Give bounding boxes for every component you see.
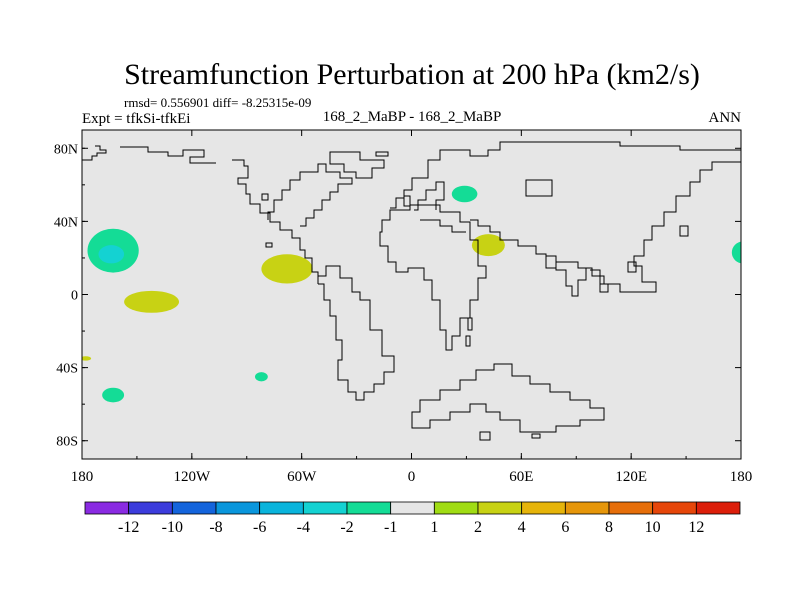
y-tick-label: 0 xyxy=(71,289,78,304)
colorbar-label: 10 xyxy=(645,519,661,536)
colorbar-label: -2 xyxy=(340,519,353,536)
colorbar-box xyxy=(215,501,261,515)
anomaly-west-pacific-edge xyxy=(731,241,741,264)
x-tick-label: 180 xyxy=(71,469,94,485)
colorbar-label: 8 xyxy=(605,519,613,536)
colorbar-label: -6 xyxy=(253,519,266,536)
colorbar-box xyxy=(433,501,479,515)
colorbar-box xyxy=(259,501,304,515)
y-tick-label: 40S xyxy=(56,362,78,377)
anomaly-tropical-east-pacific xyxy=(124,290,180,313)
colorbar-label: -10 xyxy=(162,519,183,536)
coastlines xyxy=(82,141,741,441)
coast-north-america xyxy=(120,146,216,164)
y-tick-label: 80N xyxy=(54,142,78,157)
stats-line: rmsd= 0.556901 diff= -8.25315e-09 xyxy=(124,95,311,110)
colorbar-box xyxy=(521,501,566,515)
coast-north-america xyxy=(232,159,319,284)
anomaly-eastern-europe xyxy=(451,185,478,203)
colorbar-box xyxy=(346,501,392,515)
anomaly-dateline-south xyxy=(82,356,92,361)
coast-se-asia xyxy=(590,269,609,293)
coast-antarctic-islands xyxy=(531,433,541,439)
coast-eurasia xyxy=(470,161,741,293)
coast-africa xyxy=(379,204,487,351)
colorbar-box xyxy=(477,501,523,515)
colorbar-box xyxy=(128,501,173,515)
anomaly-chile-offshore xyxy=(254,372,268,382)
colorbar-box xyxy=(171,501,217,515)
season-label: ANN xyxy=(709,110,742,126)
coast-uk xyxy=(403,195,411,207)
coast-japan xyxy=(679,225,689,237)
colorbar-box xyxy=(608,501,654,515)
anomaly-middle-east xyxy=(471,234,505,257)
colorbar: -12 -10 -8 -6 -4 -2 -1 1 2 4 6 8 10 12 xyxy=(84,501,741,536)
coast-north-america xyxy=(265,242,273,248)
coast-eurasia xyxy=(390,141,741,209)
colorbar-label: -12 xyxy=(118,519,139,536)
colorbar-box xyxy=(390,501,435,515)
coast-caspian xyxy=(525,179,553,197)
coast-south-america xyxy=(318,265,395,401)
coast-iceland xyxy=(375,151,389,157)
x-tick-label: 120W xyxy=(173,469,211,485)
anomaly-layer xyxy=(82,185,741,403)
anomaly-south-pacific xyxy=(102,387,125,403)
x-tick-label: 120E xyxy=(615,469,647,485)
y-axis: 80N 40N 0 40S 80S xyxy=(54,142,741,450)
center-label: 168_2_MaBP - 168_2_MaBP xyxy=(323,109,502,125)
colorbar-label: 2 xyxy=(474,519,482,536)
chart-title: Streamfunction Perturbation at 200 hPa (… xyxy=(124,58,700,91)
x-axis: 180 120W 60W 0 60E 120E 180 xyxy=(71,130,753,485)
coast-scandinavia xyxy=(414,181,445,211)
y-tick-label: 40N xyxy=(54,215,78,230)
colorbar-label: 12 xyxy=(688,519,704,536)
colorbar-label: 1 xyxy=(430,519,438,536)
colorbar-box xyxy=(84,501,130,515)
coast-australia-east xyxy=(411,363,605,433)
x-tick-label: 180 xyxy=(730,469,753,485)
coast-antarctic-islands xyxy=(479,431,491,441)
colorbar-box xyxy=(652,501,697,515)
colorbar-label: 6 xyxy=(561,519,569,536)
expt-label: Expt = tfkSi-tfkEi xyxy=(82,111,190,127)
x-tick-label: 60E xyxy=(509,469,533,485)
colorbar-label: -4 xyxy=(297,519,310,536)
coast-mediterranean xyxy=(420,219,466,233)
colorbar-box xyxy=(302,501,348,515)
coast-north-america xyxy=(261,193,269,201)
coast-india xyxy=(546,255,587,297)
coast-greenland xyxy=(329,151,385,179)
colorbar-box xyxy=(695,501,741,515)
x-tick-label: 60W xyxy=(287,469,317,485)
colorbar-box xyxy=(564,501,610,515)
colorbar-label: 4 xyxy=(518,519,526,536)
x-tick-label: 0 xyxy=(408,469,416,485)
coast-north-america xyxy=(82,145,107,161)
anomaly-north-pacific-core xyxy=(98,245,125,264)
coast-madagascar xyxy=(467,317,473,331)
colorbar-label: -8 xyxy=(209,519,222,536)
coast-north-america xyxy=(267,163,353,227)
y-tick-label: 80S xyxy=(56,435,78,450)
coast-japan xyxy=(627,261,637,273)
anomaly-caribbean xyxy=(261,254,313,284)
coast-australia xyxy=(465,335,471,347)
colorbar-label: -1 xyxy=(384,519,397,536)
